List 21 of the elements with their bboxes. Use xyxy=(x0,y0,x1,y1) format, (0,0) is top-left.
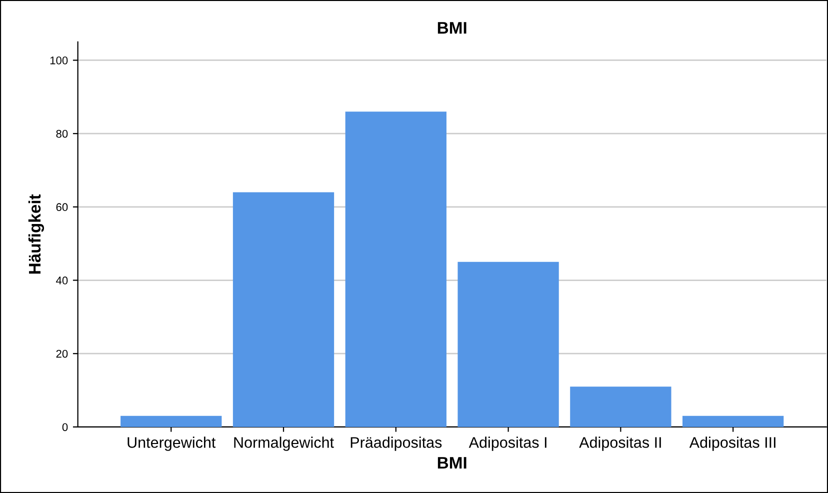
bar xyxy=(345,112,446,427)
x-tick-label: Untergewicht xyxy=(128,436,216,451)
y-tick-label: 100 xyxy=(50,56,68,64)
x-axis-title: BMI xyxy=(438,457,466,469)
x-tick-label: Adipositas I xyxy=(468,436,546,451)
bar xyxy=(458,262,559,427)
x-tick-label: Normalgewicht xyxy=(234,436,334,451)
bar xyxy=(120,416,222,427)
y-tick-label: 60 xyxy=(56,203,68,212)
x-tick-label: Adipositas III xyxy=(689,436,776,451)
bar xyxy=(232,192,334,427)
y-tick-label: 0 xyxy=(62,423,68,432)
y-tick-label: 20 xyxy=(56,350,68,358)
bar xyxy=(682,416,784,427)
chart-title: BMI xyxy=(438,22,466,34)
x-tick-label: Adipositas II xyxy=(579,436,661,451)
bar xyxy=(570,386,672,427)
y-tick-label: 80 xyxy=(56,130,68,138)
y-tick-label: 40 xyxy=(56,276,68,284)
y-axis-title: Häufigkeit xyxy=(28,194,44,274)
x-tick-label: Präadipositas xyxy=(350,436,442,451)
